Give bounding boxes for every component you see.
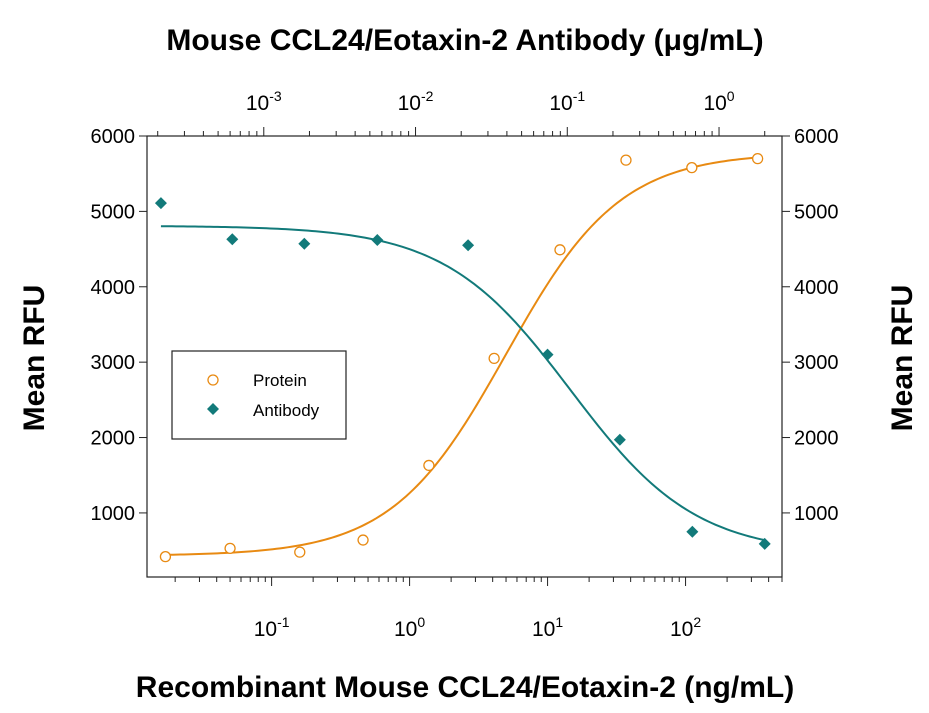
data-point-protein <box>357 534 369 546</box>
data-point-antibody <box>758 537 771 550</box>
data-point-protein <box>423 459 435 472</box>
data-point-protein <box>554 244 566 256</box>
x-tick-label-bottom: 102 <box>670 614 701 641</box>
y-tick-label-left: 1000 <box>91 503 136 525</box>
data-point-antibody <box>154 197 167 210</box>
data-point-antibody <box>298 237 311 250</box>
data-point-antibody <box>686 525 699 538</box>
data-point-protein <box>488 352 500 365</box>
legend-protein-marker <box>207 374 219 386</box>
legend-antibody-marker <box>207 403 219 415</box>
y-tick-label-right: 3000 <box>794 352 839 374</box>
data-point-antibody <box>541 348 554 361</box>
legend: Protein Antibody <box>171 350 347 440</box>
y-tick-label-left: 3000 <box>91 352 136 374</box>
data-point-antibody <box>462 239 475 252</box>
data-point-antibody <box>226 233 239 246</box>
left-axis-title: Mean RFU <box>18 285 51 432</box>
y-tick-label-left: 5000 <box>91 201 136 223</box>
x-tick-label-bottom: 101 <box>532 614 563 641</box>
points-layer <box>154 152 771 563</box>
legend-box <box>171 350 347 440</box>
y-tick-label-left: 4000 <box>91 277 136 299</box>
right-axis-title: Mean RFU <box>886 285 919 432</box>
x-tick-label-top: 10-3 <box>246 88 282 115</box>
y-tick-label-right: 6000 <box>794 126 839 148</box>
data-point-antibody <box>371 234 384 247</box>
x-tick-label-top: 100 <box>703 88 734 115</box>
data-point-protein <box>620 154 632 166</box>
x-tick-label-top: 10-2 <box>398 88 434 115</box>
data-point-protein <box>294 546 306 558</box>
x-tick-label-top: 10-1 <box>549 88 585 115</box>
data-point-protein <box>686 162 698 174</box>
plot-area-frame <box>146 135 783 578</box>
x-tick-label-bottom: 100 <box>394 614 425 641</box>
curves-layer <box>160 156 765 556</box>
ticks-layer: 1000 1000 2000 2000 3000 3000 4000 4000 5000 5000… <box>91 88 839 641</box>
y-tick-label-right: 4000 <box>794 277 839 299</box>
y-tick-label-right: 5000 <box>794 201 839 223</box>
bottom-axis-title: Recombinant Mouse CCL24/Eotaxin-2 (ng/mL… <box>136 671 794 704</box>
y-tick-label-left: 6000 <box>91 126 136 148</box>
data-point-antibody <box>613 433 626 446</box>
data-point-protein <box>751 152 764 165</box>
data-point-protein <box>159 550 172 563</box>
y-tick-label-right: 1000 <box>794 503 839 525</box>
y-tick-label-right: 2000 <box>794 428 839 450</box>
x-tick-label-bottom: 10-1 <box>254 614 290 641</box>
y-tick-label-left: 2000 <box>91 428 136 450</box>
top-axis-title: Mouse CCL24/Eotaxin-2 Antibody (μg/mL) <box>166 24 763 57</box>
legend-antibody-label: Antibody <box>253 401 320 420</box>
data-point-protein <box>224 542 236 555</box>
fit-curve-antibody <box>160 225 765 542</box>
legend-protein-label: Protein <box>253 371 307 390</box>
fit-curve-protein <box>165 156 758 556</box>
